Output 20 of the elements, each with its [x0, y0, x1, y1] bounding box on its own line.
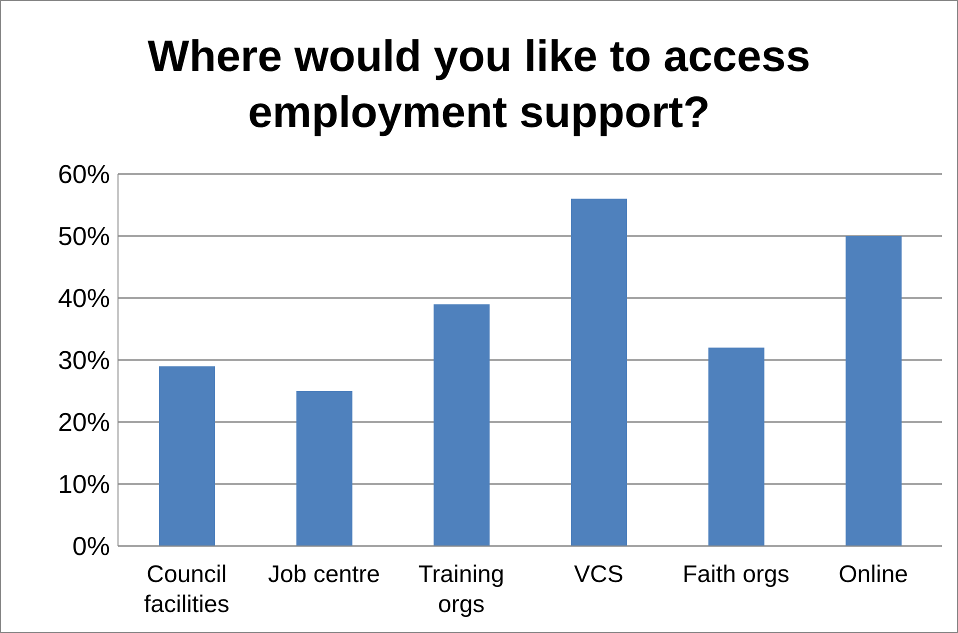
chart-title: Where would you like to access employment support?: [146, 31, 812, 139]
y-tick-label: 40%: [58, 283, 110, 314]
bar: [434, 304, 490, 546]
y-tick-label: 30%: [58, 345, 110, 376]
y-tick-label: 0%: [72, 531, 110, 562]
x-tick-label: VCS: [574, 561, 624, 588]
y-tick-label: 10%: [58, 469, 110, 500]
x-tick-label: Council facilities: [144, 561, 230, 618]
bar: [708, 348, 764, 546]
bar: [571, 198, 627, 546]
x-tick-label: Training orgs: [418, 561, 504, 618]
y-tick-label: 60%: [58, 159, 110, 190]
x-tick-label: Faith orgs: [682, 561, 790, 588]
x-tick-label: Job centre: [268, 561, 380, 588]
bar: [846, 236, 902, 546]
bar: [159, 366, 215, 546]
y-tick-label: 50%: [58, 221, 110, 252]
bar: [296, 391, 352, 546]
x-tick-label: Online: [838, 561, 908, 588]
y-tick-label: 20%: [58, 407, 110, 438]
